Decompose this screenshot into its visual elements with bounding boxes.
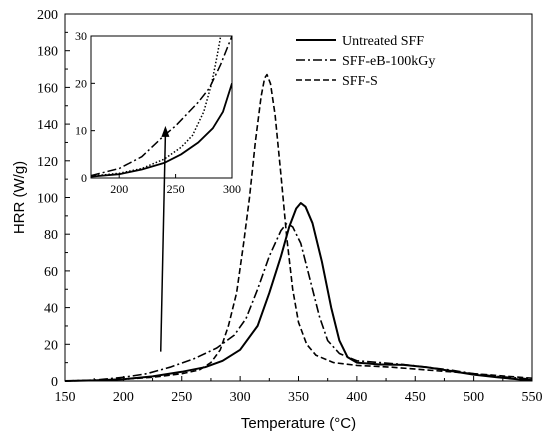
x-tick-label: 550 — [522, 390, 543, 405]
y-axis-label: HRR (W/g) — [11, 161, 28, 234]
arrow-head — [161, 125, 170, 137]
inset-series-line-0 — [91, 83, 232, 178]
x-tick-label: 200 — [113, 390, 134, 405]
y-tick-label: 160 — [37, 81, 58, 96]
y-tick-label: 20 — [44, 338, 58, 353]
y-tick-label: 120 — [37, 155, 58, 170]
inset-x-tick-label: 250 — [167, 182, 185, 196]
x-tick-label: 150 — [55, 390, 76, 405]
inset-x-tick-label: 300 — [223, 182, 241, 196]
series-line-2 — [64, 73, 533, 382]
x-tick-label: 350 — [288, 390, 309, 405]
x-tick-label: 300 — [230, 390, 251, 405]
series-line-1 — [64, 222, 533, 382]
series-line-0 — [64, 202, 533, 382]
x-tick-label: 450 — [405, 390, 426, 405]
inset-series-line-2 — [91, 36, 222, 177]
inset-y-tick-label: 30 — [75, 29, 87, 43]
y-tick-label: 200 — [37, 8, 58, 23]
legend-label-1: SFF-eB-100kGy — [342, 54, 435, 69]
x-tick-label: 250 — [171, 390, 192, 405]
y-tick-label: 40 — [44, 302, 58, 317]
inset-x-tick-label: 200 — [110, 182, 128, 196]
inset-y-tick-label: 0 — [81, 171, 87, 185]
inset-plot: 200 250 300 0 10 20 30 — [75, 29, 241, 196]
y-tick-label: 80 — [44, 228, 58, 243]
inset-frame — [90, 35, 233, 179]
legend: Untreated SFF SFF-eB-100kGy SFF-S — [296, 34, 435, 89]
inset-y-tick-label: 10 — [75, 124, 87, 138]
legend-label-2: SFF-S — [342, 74, 378, 89]
y-tick-label: 100 — [37, 192, 58, 207]
inset-y-tick-label: 20 — [75, 76, 87, 90]
x-tick-label: 500 — [463, 390, 484, 405]
x-tick-label: 400 — [346, 390, 367, 405]
main-plot: 150 200 250 300 350 400 450 500 5500204060801001… — [11, 8, 543, 432]
y-tick-label: 180 — [37, 45, 58, 60]
y-tick-label: 60 — [44, 265, 58, 280]
y-tick-label: 140 — [37, 118, 58, 133]
arrow-annotation — [159, 125, 170, 352]
inset-series-line-1 — [91, 36, 232, 177]
legend-label-0: Untreated SFF — [342, 34, 424, 49]
arrow-shaft — [159, 133, 167, 352]
x-axis-label: Temperature (°C) — [241, 415, 356, 432]
y-tick-label: 0 — [51, 375, 58, 390]
